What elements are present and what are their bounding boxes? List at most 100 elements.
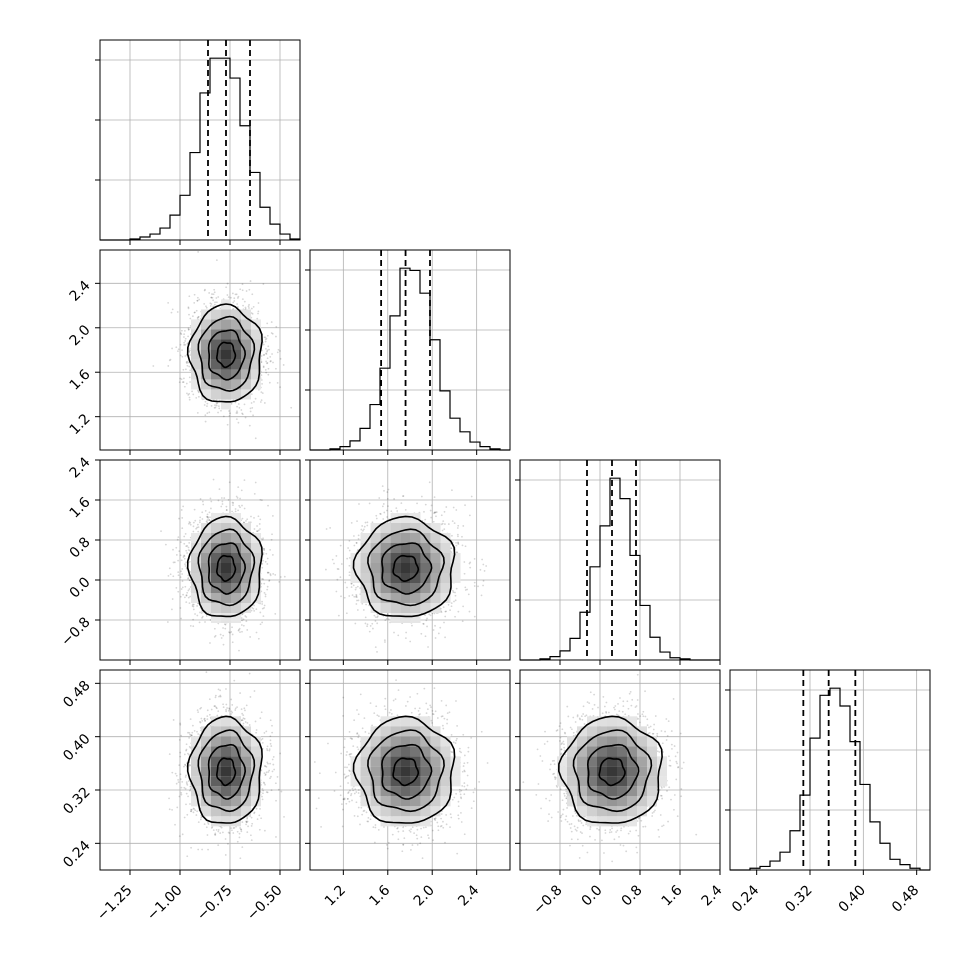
sample-point: [181, 833, 184, 836]
density-cell: [211, 349, 221, 360]
sample-point: [258, 828, 261, 831]
sample-point: [263, 336, 266, 339]
sample-point: [462, 765, 465, 767]
sample-point: [563, 743, 565, 746]
sample-point: [467, 746, 470, 749]
density-cell: [400, 553, 411, 563]
sample-point: [197, 390, 200, 393]
sample-point: [250, 825, 253, 827]
density-cell: [597, 776, 607, 787]
sample-point: [619, 844, 622, 846]
sample-point: [250, 312, 253, 314]
sample-point: [397, 830, 400, 833]
sample-point: [208, 713, 211, 716]
sample-point: [348, 753, 351, 756]
density-cell: [201, 573, 211, 583]
sample-point: [447, 603, 450, 606]
sample-point: [467, 593, 470, 596]
density-cell: [251, 339, 261, 350]
sample-point: [178, 835, 181, 838]
sample-point: [217, 405, 220, 407]
density-cell: [420, 726, 431, 737]
sample-point: [265, 337, 268, 340]
density-cell: [607, 756, 617, 767]
sample-point: [622, 700, 625, 703]
sample-point: [222, 634, 225, 637]
sample-point: [241, 413, 244, 416]
sample-point: [558, 725, 561, 728]
sample-point: [255, 731, 258, 734]
sample-point: [450, 602, 453, 605]
sample-point: [551, 760, 554, 762]
sample-point: [178, 550, 181, 553]
sample-point: [192, 618, 195, 621]
sample-point: [355, 595, 357, 598]
sample-point: [181, 780, 184, 783]
sample-point: [359, 693, 362, 696]
sample-point: [449, 609, 451, 612]
sample-point: [237, 629, 240, 632]
sample-point: [357, 537, 360, 540]
sample-point: [240, 624, 243, 626]
sample-point: [172, 548, 174, 551]
sample-point: [396, 827, 399, 830]
sample-point: [238, 832, 241, 835]
sample-point: [214, 406, 217, 409]
sample-point: [169, 573, 172, 576]
sample-point: [425, 702, 428, 705]
density-cells: [191, 716, 261, 827]
sample-point: [402, 843, 405, 846]
sample-point: [209, 302, 212, 305]
sample-point: [263, 782, 266, 785]
sample-point: [432, 839, 435, 842]
sample-point: [186, 360, 189, 363]
density-cell: [191, 746, 201, 757]
sample-point: [561, 799, 564, 802]
sample-point: [351, 594, 354, 596]
sample-point: [269, 574, 272, 577]
sample-point: [444, 610, 447, 613]
sample-point: [657, 828, 660, 831]
sample-point: [232, 502, 235, 504]
sample-point: [219, 695, 222, 698]
sample-point: [350, 586, 353, 588]
sample-point: [221, 500, 224, 503]
sample-point: [270, 360, 272, 362]
sample-point: [366, 820, 369, 823]
sample-point: [229, 412, 232, 415]
sample-point: [185, 382, 188, 385]
density-cell: [360, 746, 371, 757]
density-cell: [380, 796, 391, 807]
panel-content: [325, 481, 488, 653]
density-cell: [360, 756, 371, 767]
sample-point: [444, 636, 446, 639]
sample-point: [211, 296, 214, 299]
sample-point: [376, 622, 379, 625]
x-tick-label: 0.24: [729, 882, 762, 915]
sample-point: [266, 349, 269, 352]
sample-point: [649, 725, 652, 728]
sample-point: [335, 590, 338, 593]
sample-point: [228, 707, 230, 710]
density-cell: [607, 746, 617, 757]
sample-point: [203, 404, 206, 406]
sample-point: [276, 381, 279, 384]
sample-point: [241, 719, 244, 722]
sample-point: [203, 718, 206, 721]
density-cell: [231, 716, 241, 727]
sample-point: [331, 558, 334, 561]
sample-point: [676, 815, 679, 818]
sample-point: [559, 740, 561, 742]
sample-point: [263, 402, 266, 404]
density-cell: [567, 766, 577, 777]
sample-point: [270, 775, 272, 778]
sample-point: [183, 535, 186, 538]
sample-point: [246, 629, 249, 631]
sample-point: [405, 631, 408, 634]
sample-point: [425, 712, 428, 715]
sample-point: [208, 511, 211, 514]
sample-point: [445, 610, 447, 613]
sample-point: [261, 741, 264, 744]
sample-point: [659, 794, 662, 797]
